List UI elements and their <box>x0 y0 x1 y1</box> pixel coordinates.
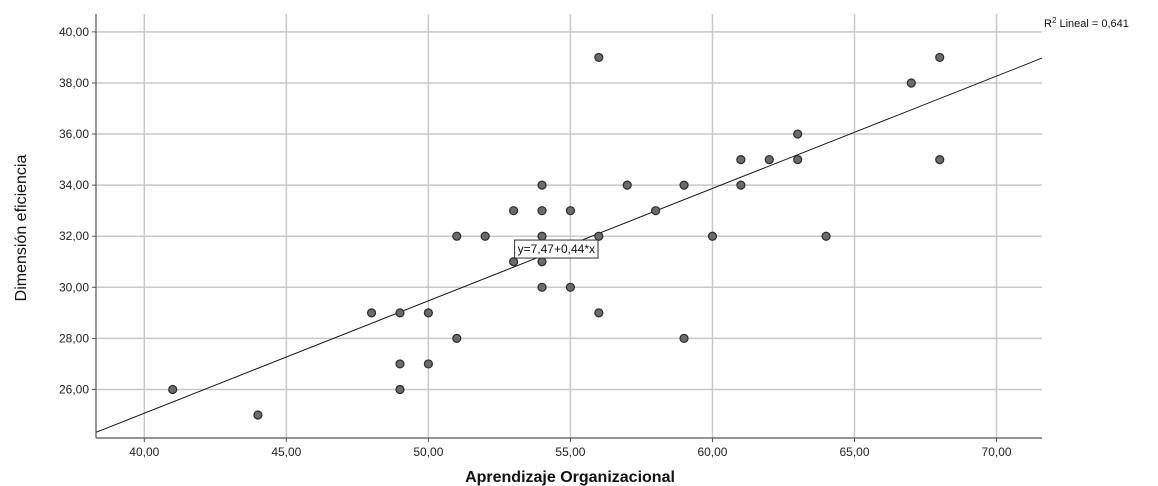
data-point <box>594 231 604 241</box>
data-point <box>906 78 916 88</box>
data-point <box>537 282 547 292</box>
data-point <box>537 180 547 190</box>
data-point <box>395 359 405 369</box>
y-tick-label: 28,00 <box>59 331 89 345</box>
data-point <box>707 231 718 241</box>
y-tick-label: 32,00 <box>59 229 89 243</box>
data-point <box>622 180 632 190</box>
x-tick-labels: 40,00 45,00 50,00 55,00 60,00 65,00 70,00 <box>129 445 1012 459</box>
data-point <box>594 308 604 318</box>
data-point <box>679 333 689 343</box>
data-point <box>537 206 547 216</box>
x-tick-label: 65,00 <box>839 445 869 459</box>
data-point <box>651 206 661 216</box>
data-point <box>736 154 746 165</box>
data-point <box>537 231 547 241</box>
equation-label-group: y=7,47+0,44*x <box>514 239 599 259</box>
data-point <box>565 282 576 292</box>
data-point <box>452 231 462 241</box>
r2-label-prefix: R <box>1044 18 1052 30</box>
x-tick-label: 60,00 <box>697 445 727 459</box>
data-point <box>366 308 377 318</box>
data-point <box>509 257 519 267</box>
x-axis-title: Aprendizaje Organizacional <box>465 469 675 486</box>
data-points <box>168 52 945 420</box>
y-tick-label: 30,00 <box>59 280 89 294</box>
y-tick-label: 38,00 <box>59 76 89 90</box>
x-tick-label: 55,00 <box>555 445 585 459</box>
data-point <box>821 231 831 241</box>
y-tick-label: 34,00 <box>59 178 89 192</box>
y-tick-label: 40,00 <box>59 25 89 39</box>
r2-label-sup: 2 <box>1052 16 1057 25</box>
data-point <box>452 333 462 343</box>
y-tick-labels: 26,00 28,00 30,00 32,00 34,00 36,00 38,00 40,00 <box>59 25 89 397</box>
data-point <box>253 410 263 420</box>
equation-label-box <box>514 239 599 259</box>
r2-label-suffix: Lineal = 0,641 <box>1056 18 1128 30</box>
data-point <box>736 180 746 190</box>
data-point <box>935 154 945 165</box>
y-tick-label: 26,00 <box>59 382 89 396</box>
data-point <box>764 154 774 165</box>
data-point <box>537 257 547 267</box>
data-point <box>395 308 405 318</box>
data-point <box>509 206 519 216</box>
r2-label: R2 Lineal = 0,641 <box>1044 16 1129 31</box>
axes <box>92 14 1042 442</box>
y-tick-label: 36,00 <box>59 127 89 141</box>
data-point <box>793 129 803 139</box>
x-tick-label: 40,00 <box>129 445 159 459</box>
data-point <box>935 52 945 63</box>
data-point <box>168 384 178 395</box>
data-point <box>395 384 405 395</box>
data-point <box>793 154 803 165</box>
data-point <box>679 180 689 190</box>
gridlines <box>96 14 1042 438</box>
data-point <box>565 206 576 216</box>
data-point <box>480 231 490 241</box>
x-tick-label: 50,00 <box>413 445 443 459</box>
equation-label: y=7,47+0,44*x <box>518 242 595 256</box>
data-point <box>594 52 604 63</box>
data-point <box>423 308 433 318</box>
y-axis-title: Dimensión eficiencia <box>13 155 30 302</box>
data-point <box>423 359 433 369</box>
x-tick-label: 70,00 <box>982 445 1012 459</box>
x-tick-label: 45,00 <box>271 445 301 459</box>
